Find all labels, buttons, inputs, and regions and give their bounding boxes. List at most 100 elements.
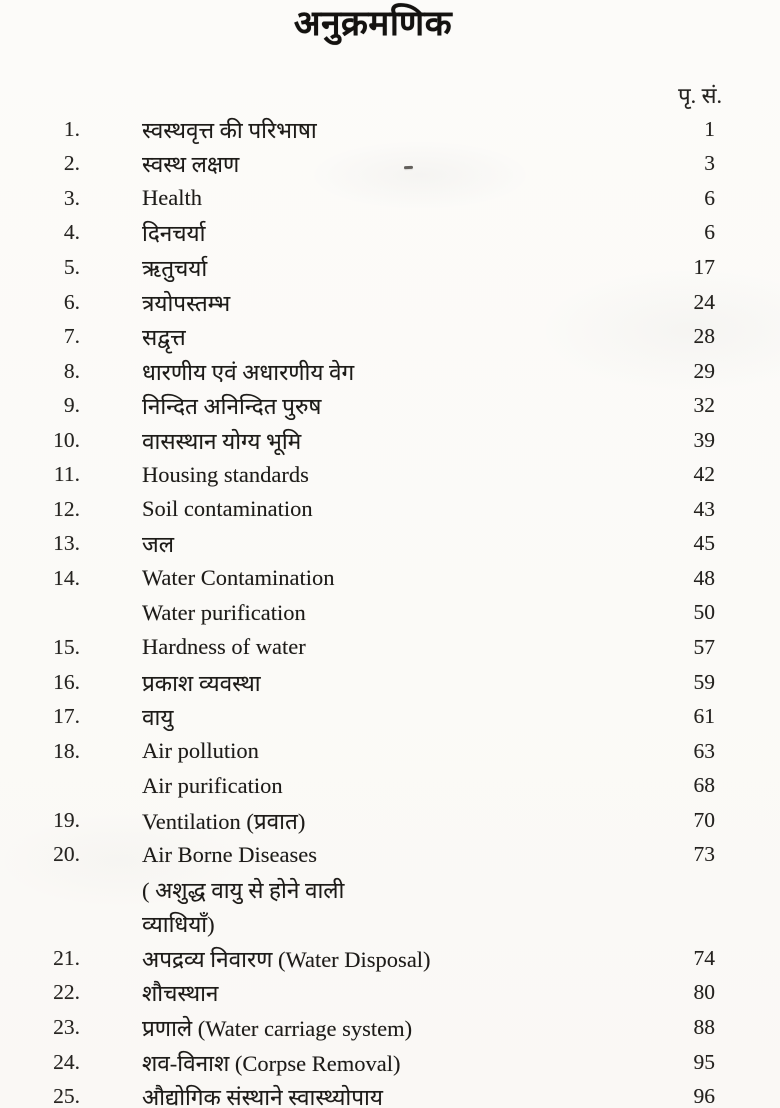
entry-number: 18.	[53, 738, 80, 763]
toc-entry-line: 21. अपद्रव्य निवारण (Water Disposal) 74	[0, 941, 780, 976]
entry-title: वासस्थान योग्य भूमि	[142, 428, 302, 454]
toc-entry-line: Water purification 50	[0, 596, 780, 631]
entry-page: 80	[693, 980, 716, 1005]
entry-page: 17	[693, 254, 716, 279]
entry-title: अपद्रव्य निवारण (Water Disposal)	[142, 946, 431, 972]
toc-entry-line: 19. Ventilation (प्रवात) 70	[0, 803, 780, 838]
entry-title: शव-विनाश (Corpse Removal)	[142, 1050, 401, 1076]
entry-page: 28	[693, 324, 716, 349]
entry-title: जल	[142, 532, 174, 558]
entry-page: 43	[693, 496, 716, 521]
entry-title: सद्वृत्त	[142, 325, 186, 351]
toc-entry-line: 17. वायु 61	[0, 699, 780, 734]
entry-title: वायु	[142, 705, 174, 731]
toc-entry-line: 20. Air Borne Diseases 73	[0, 837, 780, 872]
entry-page: 95	[693, 1049, 716, 1074]
entry-number: 20.	[53, 842, 80, 867]
entry-number: 12.	[53, 496, 80, 521]
toc-entry-line: 2. स्वस्थ लक्षण 3	[0, 147, 780, 182]
entry-title: स्वस्थवृत्त की परिभाषा	[142, 117, 317, 143]
entry-page: 3	[704, 151, 715, 176]
toc-entry-line: 16. प्रकाश व्यवस्था 59	[0, 665, 780, 700]
toc-entry-line: 14. Water Contamination 48	[0, 561, 780, 596]
toc-entry-line: Air purification 68	[0, 768, 780, 803]
entry-page: 29	[693, 358, 716, 383]
entry-title: प्रकाश व्यवस्था	[142, 670, 261, 696]
entry-page: 59	[693, 669, 716, 694]
entry-title: Housing standards	[142, 461, 309, 487]
scan-dash-artifact	[403, 165, 414, 170]
entry-number: 14.	[53, 565, 80, 590]
entry-page: 24	[693, 289, 716, 314]
entry-number: 13.	[53, 531, 80, 556]
toc-entry-line: 9. निन्दित अनिन्दित पुरुष 32	[0, 388, 780, 423]
entry-page: 96	[693, 1084, 716, 1108]
entry-title: Air purification	[142, 772, 283, 798]
entry-number: 3.	[63, 185, 80, 210]
entry-number: 19.	[53, 807, 80, 832]
entry-title: Soil contamination	[142, 496, 313, 522]
entry-page: 73	[693, 842, 716, 867]
entry-page: 32	[693, 393, 716, 418]
toc-entry-line: 3. Health 6	[0, 181, 780, 216]
page-number-column-header: पृ. सं.	[678, 83, 722, 108]
entry-number: 1.	[63, 116, 80, 141]
entry-title: Health	[142, 185, 202, 211]
entry-title: औद्योगिक संस्थाने स्वास्थ्योपाय	[142, 1085, 383, 1108]
entry-title: Air pollution	[142, 738, 259, 764]
entry-page: 88	[693, 1014, 716, 1039]
toc-entry-line: 12. Soil contamination 43	[0, 492, 780, 527]
entry-page: 74	[693, 945, 716, 970]
entry-page: 68	[693, 773, 716, 798]
entry-number: 5.	[63, 254, 80, 279]
entry-page: 70	[693, 807, 716, 832]
entry-title: निन्दित अनिन्दित पुरुष	[142, 394, 322, 420]
entry-title: Water Contamination	[142, 565, 335, 591]
entry-number: 8.	[63, 358, 80, 383]
entry-page: 48	[693, 565, 716, 590]
entry-number: 11.	[53, 462, 80, 487]
toc-entry-line: 8. धारणीय एवं अधारणीय वेग 29	[0, 354, 780, 389]
entry-number: 17.	[53, 704, 80, 729]
entry-number: 24.	[53, 1049, 80, 1074]
entry-title: ( अशुद्ध वायु से होने वाली	[142, 877, 345, 903]
entry-page: 45	[693, 531, 716, 556]
toc-entry-line: 10. वासस्थान योग्य भूमि 39	[0, 423, 780, 458]
entry-number: 15.	[53, 634, 80, 659]
entry-title: शौचस्थान	[142, 981, 219, 1007]
entry-title: Air Borne Diseases	[142, 841, 317, 867]
entry-number: 10.	[53, 427, 80, 452]
entry-page: 1	[704, 116, 715, 141]
entry-title: व्याधियाँ)	[142, 912, 215, 938]
entry-number: 7.	[63, 324, 80, 349]
toc-entry-line: 15. Hardness of water 57	[0, 630, 780, 665]
toc-entry-line: 1. स्वस्थवृत्त की परिभाषा 1	[0, 112, 780, 147]
entry-title: त्रयोपस्तम्भ	[142, 290, 231, 316]
entry-title: Ventilation (प्रवात)	[142, 808, 306, 834]
toc-entry-line: 22. शौचस्थान 80	[0, 976, 780, 1011]
entry-title: Water purification	[142, 599, 306, 625]
toc-entry-line: व्याधियाँ)	[0, 907, 780, 942]
toc-entry-line: 6. त्रयोपस्तम्भ 24	[0, 285, 780, 320]
entry-number: 23.	[53, 1014, 80, 1039]
entry-title: धारणीय एवं अधारणीय वेग	[142, 359, 355, 385]
toc-entry-line: 5. ऋतुचर्या 17	[0, 250, 780, 285]
page-title: अनुक्रमणिक	[293, 4, 453, 43]
entry-number: 21.	[53, 945, 80, 970]
entry-page: 6	[704, 220, 715, 245]
entry-page: 39	[693, 427, 716, 452]
entry-number: 16.	[53, 669, 80, 694]
entry-page: 63	[693, 738, 716, 763]
entry-number: 4.	[63, 220, 80, 245]
entry-title: स्वस्थ लक्षण	[142, 152, 240, 178]
entry-title: दिनचर्या	[142, 221, 206, 247]
entry-number: 25.	[53, 1084, 80, 1108]
entry-title: प्रणाले (Water carriage system)	[142, 1015, 413, 1041]
toc-entry-line: 11. Housing standards 42	[0, 457, 780, 492]
entry-number: 2.	[63, 151, 80, 176]
entry-page: 57	[693, 634, 716, 659]
toc-entry-line: 7. सद्वृत्त 28	[0, 319, 780, 354]
entry-number: 22.	[53, 980, 80, 1005]
entry-title: ऋतुचर्या	[142, 255, 208, 281]
